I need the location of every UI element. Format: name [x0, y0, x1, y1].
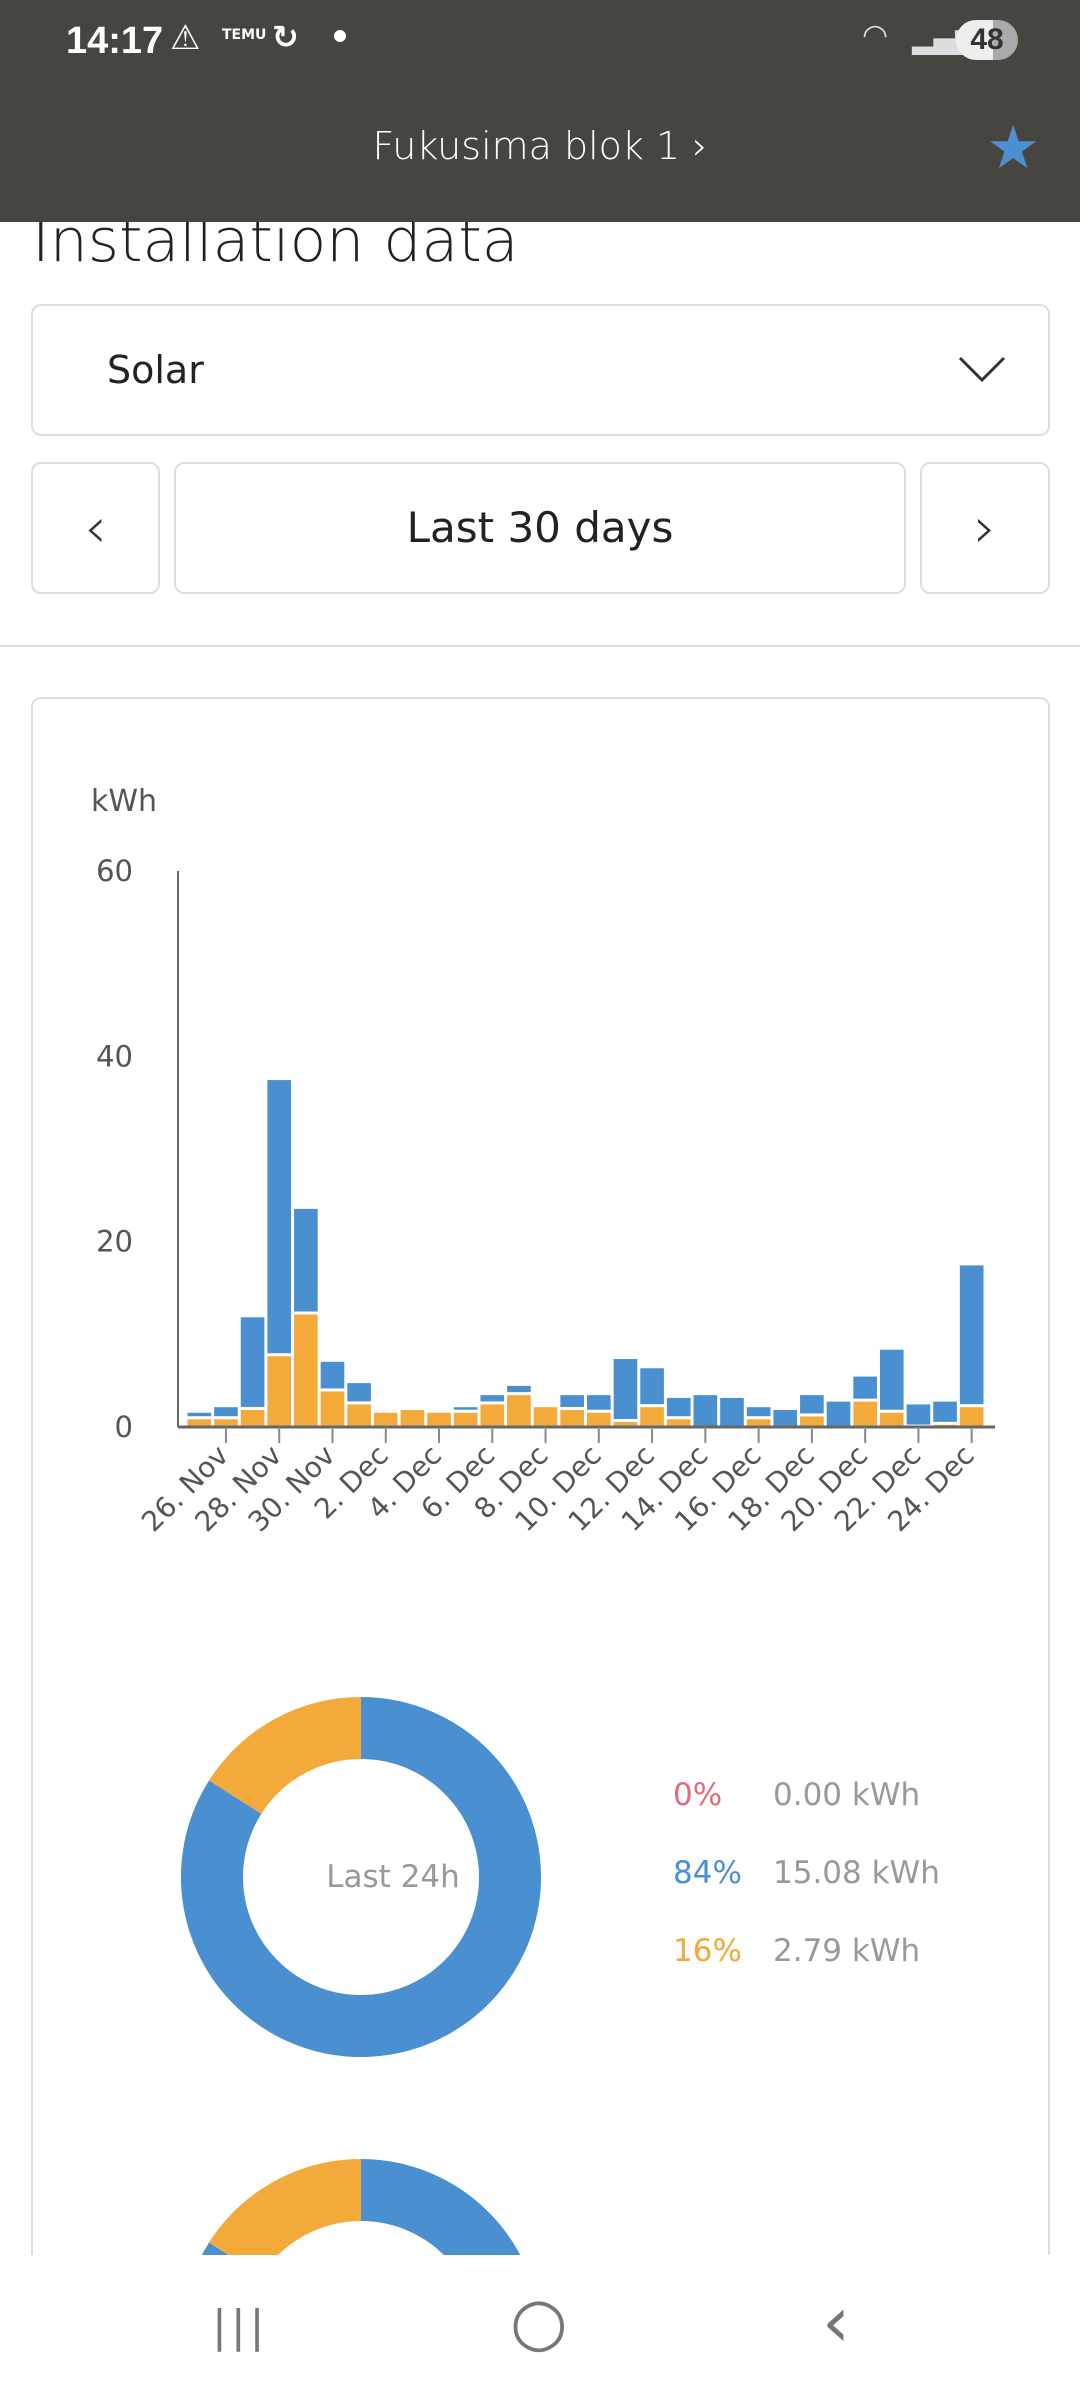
bar-segment — [640, 1368, 664, 1405]
legend-value: 0.00 kWh — [773, 1777, 921, 1813]
bar-segment — [533, 1407, 558, 1426]
chevron-left-icon: ‹ — [84, 495, 107, 561]
bar-segment — [613, 1359, 638, 1420]
bar-segment — [453, 1412, 478, 1426]
bar-segment — [267, 1356, 292, 1426]
donut-slice — [181, 1697, 541, 2057]
bar-segment — [320, 1361, 345, 1389]
chevron-right-icon: › — [692, 124, 708, 168]
bar-segment — [427, 1412, 451, 1426]
bar-segment — [640, 1407, 664, 1426]
bar-segment — [320, 1391, 345, 1426]
dot-icon — [334, 30, 346, 42]
bar-segment — [959, 1265, 984, 1405]
chevron-right-icon: › — [973, 495, 997, 561]
bar-segment — [853, 1376, 877, 1399]
chart-card: kWh 0 20 40 60 26. Nov 28. Nov 30. Nov 2. Dec 4. … — [31, 697, 1050, 2299]
bar-segment — [587, 1412, 611, 1426]
bar-segment — [214, 1419, 238, 1426]
y-axis-label: kWh — [91, 784, 157, 819]
bar-segment — [720, 1397, 744, 1426]
period-selector[interactable]: Last 30 days — [174, 462, 906, 594]
bar-segment — [800, 1416, 824, 1426]
bar-segment — [347, 1383, 371, 1402]
legend-pct: 0% — [673, 1777, 723, 1813]
bar-segment — [879, 1349, 904, 1410]
legend-pct: 16% — [673, 1933, 742, 1969]
bar-segment — [187, 1419, 212, 1426]
bar-segment — [507, 1395, 531, 1426]
bar-segment — [507, 1385, 531, 1393]
bar-segment — [294, 1314, 318, 1426]
bar-segment — [666, 1397, 691, 1417]
wifi-icon: ◠ — [862, 18, 889, 53]
bar-segment — [853, 1401, 877, 1426]
data-type-dropdown[interactable]: Solar — [31, 304, 1050, 436]
bar-segment — [959, 1407, 984, 1426]
app-header: 14:17 ⚠ TEMU ↻ ◠ ▂▄▆ 48 Fukusima blok 1 … — [0, 0, 1080, 222]
installation-title-link[interactable]: Fukusima blok 1 › — [0, 124, 1080, 168]
recents-button[interactable]: ||| — [212, 2301, 269, 2352]
back-button[interactable]: ‹ — [822, 2281, 850, 2363]
bar-segment — [800, 1395, 824, 1414]
legend-row: 16% 2.79 kWh — [673, 1933, 920, 1969]
bar-segment — [879, 1412, 904, 1426]
bar-segment — [906, 1404, 931, 1425]
y-tick-label: 20 — [96, 1225, 133, 1259]
previous-period-button[interactable]: ‹ — [31, 462, 160, 594]
sync-icon: ↻ — [272, 18, 299, 56]
bar-segment — [746, 1407, 771, 1417]
bar-segment — [666, 1419, 691, 1426]
bar-segment — [294, 1208, 318, 1312]
y-tick-label: 60 — [96, 854, 133, 888]
temu-icon: TEMU — [222, 27, 267, 43]
bar-segment — [480, 1395, 505, 1402]
chevron-down-icon — [958, 356, 1006, 383]
legend-row: 84% 15.08 kWh — [673, 1855, 940, 1891]
bar-segment — [267, 1080, 292, 1354]
bar-segment — [693, 1395, 718, 1426]
donut-center-label: Last 24h — [326, 1859, 460, 1895]
star-icon[interactable]: ★ — [986, 113, 1040, 183]
bar-segment — [933, 1401, 957, 1422]
legend-row: 0% 0.00 kWh — [673, 1777, 920, 1813]
warning-icon: ⚠ — [170, 18, 201, 58]
legend-value: 15.08 kWh — [773, 1855, 940, 1891]
donut-slice — [209, 2159, 362, 2277]
y-tick-label: 0 — [115, 1410, 133, 1444]
bar-segment — [453, 1407, 478, 1410]
bar-segment — [400, 1409, 425, 1426]
bar-segment — [613, 1422, 638, 1426]
bar-segment — [587, 1395, 611, 1410]
dropdown-value: Solar — [107, 348, 204, 392]
system-nav-bar: ||| ○ ‹ — [0, 2255, 1080, 2400]
y-tick-label: 40 — [96, 1039, 133, 1073]
bar-segment — [933, 1424, 957, 1426]
next-period-button[interactable]: › — [920, 462, 1050, 594]
donut-slice — [209, 1697, 362, 1815]
legend-value: 2.79 kWh — [773, 1933, 921, 1969]
bar-segment — [240, 1317, 265, 1407]
bar-segment — [373, 1412, 398, 1426]
legend-pct: 84% — [673, 1855, 742, 1891]
home-button[interactable]: ○ — [510, 2283, 568, 2360]
bar-segment — [480, 1404, 505, 1426]
status-time: 14:17 — [66, 20, 164, 62]
battery-indicator: 48 — [956, 20, 1018, 60]
bar-segment — [240, 1409, 265, 1426]
bar-segment — [826, 1401, 851, 1426]
donut-chart — [181, 1697, 541, 2299]
donut-slice — [185, 2159, 537, 2299]
bar-segment — [773, 1409, 798, 1426]
divider — [0, 645, 1080, 647]
bar-segment — [214, 1407, 238, 1417]
bar-segment — [746, 1419, 771, 1426]
installation-name: Fukusima blok 1 — [372, 124, 681, 168]
bar-segment — [560, 1395, 584, 1407]
bar-segment — [560, 1409, 584, 1426]
bar-segment — [347, 1404, 371, 1426]
bar-segment — [187, 1412, 212, 1417]
